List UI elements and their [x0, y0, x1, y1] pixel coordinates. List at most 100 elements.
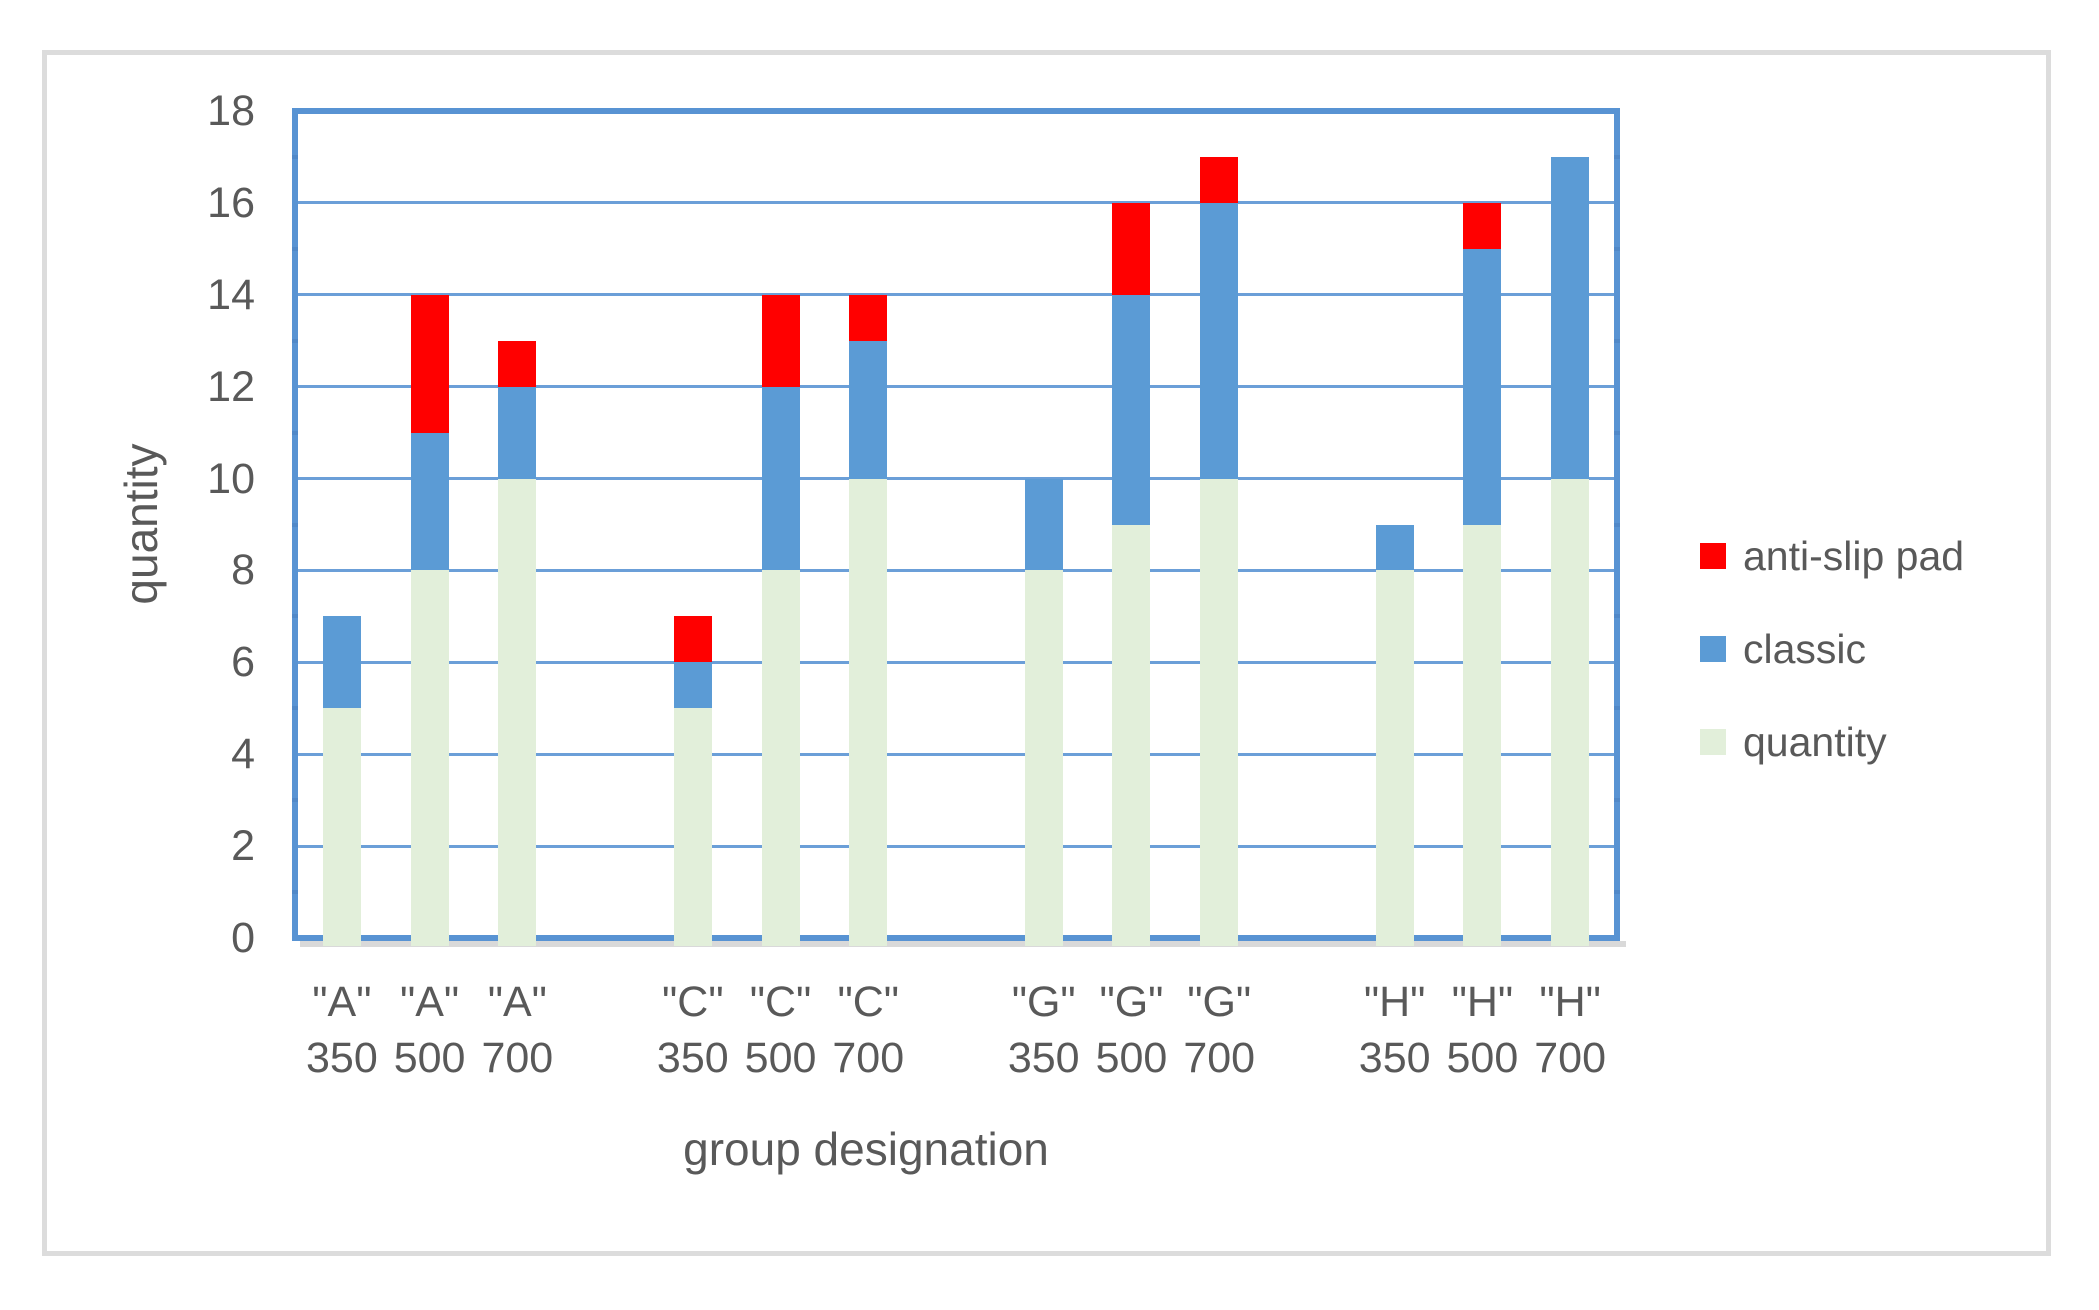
- bar-segment: [1112, 524, 1151, 946]
- x-category-label: "G" 700: [1154, 974, 1284, 1086]
- y-tick-label: 12: [207, 362, 255, 411]
- legend-color-swatch: [1700, 543, 1726, 569]
- bar-segment: [498, 386, 537, 479]
- bar-segment: [1200, 202, 1239, 479]
- bar-segment: [673, 708, 712, 946]
- bar-segment: [498, 478, 537, 946]
- y-tick-label: 6: [231, 638, 255, 687]
- x-category-size: 350: [1007, 1034, 1080, 1082]
- bar-segment: [673, 662, 712, 709]
- gridline: [298, 752, 1614, 756]
- bar-segment: [410, 570, 449, 946]
- legend-label: classic: [1743, 625, 1867, 672]
- x-category-label: "C" 500: [716, 974, 846, 1086]
- x-category-size: 700: [1534, 1034, 1606, 1082]
- x-category-size: 350: [1358, 1034, 1431, 1082]
- x-category-group: "G": [1099, 978, 1164, 1026]
- x-category-size: 350: [305, 1034, 378, 1082]
- gridline: [298, 201, 1614, 205]
- bar-segment: [322, 708, 361, 946]
- axis-tick-mark: [292, 890, 298, 895]
- bar-segment: [1463, 524, 1502, 946]
- axis-tick-mark: [292, 155, 298, 160]
- bar-segment: [1112, 294, 1151, 525]
- x-category-label: "G" 350: [979, 974, 1109, 1086]
- bar-segment: [410, 294, 449, 433]
- x-category-size: 500: [393, 1034, 466, 1082]
- y-tick-label: 16: [207, 178, 255, 227]
- x-category-label: "A" 350: [277, 974, 407, 1086]
- x-category-group: "A": [487, 978, 547, 1026]
- x-category-label: "A" 500: [365, 974, 495, 1086]
- legend: anti-slip pad classic quantity: [1700, 529, 1964, 808]
- y-tick-label: 2: [231, 822, 255, 871]
- x-category-label: "H" 700: [1505, 974, 1635, 1086]
- bar-segment: [849, 478, 888, 946]
- legend-item: quantity: [1700, 715, 1964, 769]
- bar-segment: [498, 340, 537, 387]
- axis-tick-mark: [292, 338, 298, 343]
- bar-segment: [761, 386, 800, 571]
- legend-color-swatch: [1700, 636, 1726, 662]
- gridline: [298, 844, 1614, 848]
- x-category-group: "A": [312, 978, 372, 1026]
- bar-segment: [322, 616, 361, 709]
- gridline: [298, 385, 1614, 389]
- legend-color-swatch: [1700, 729, 1726, 755]
- x-category-group: "G": [1187, 978, 1252, 1026]
- axis-tick-mark: [1614, 614, 1620, 619]
- axis-tick-mark: [292, 430, 298, 435]
- axis-tick-mark: [1614, 430, 1620, 435]
- x-category-size: 350: [656, 1034, 729, 1082]
- axis-tick-mark: [292, 798, 298, 803]
- bar-segment: [410, 432, 449, 571]
- axis-tick-mark: [1614, 522, 1620, 527]
- x-category-label: "H" 500: [1417, 974, 1547, 1086]
- y-tick-label: 4: [231, 730, 255, 779]
- x-category-size: 500: [1446, 1034, 1519, 1082]
- bar-segment: [849, 340, 888, 479]
- x-axis-title: group designation: [683, 1123, 1049, 1175]
- x-category-size: 700: [481, 1034, 554, 1082]
- x-category-label: "C" 700: [803, 974, 933, 1086]
- x-category-group: "C": [662, 978, 724, 1026]
- bar-segment: [1463, 248, 1502, 525]
- x-category-size: 700: [1183, 1034, 1256, 1082]
- x-category-group: "G": [1011, 978, 1076, 1026]
- y-tick-label: 8: [231, 546, 255, 595]
- bar-segment: [1024, 478, 1063, 571]
- x-category-group: "C": [837, 978, 900, 1026]
- x-category-label: "G" 500: [1066, 974, 1196, 1086]
- x-category-label: "C" 350: [628, 974, 758, 1086]
- gridline: [298, 660, 1614, 664]
- legend-label: quantity: [1743, 718, 1887, 765]
- bar-segment: [1200, 157, 1239, 203]
- x-category-size: 500: [744, 1034, 817, 1082]
- axis-tick-mark: [1614, 338, 1620, 343]
- bar-segment: [1551, 478, 1590, 946]
- plot-shadow: [300, 941, 1626, 947]
- bar-segment: [1112, 202, 1151, 295]
- axis-tick-mark: [292, 246, 298, 251]
- x-category-label: "H" 350: [1330, 974, 1460, 1086]
- bar-segment: [1551, 157, 1590, 479]
- bar-segment: [1375, 570, 1414, 946]
- axis-tick-mark: [1614, 890, 1620, 895]
- axis-tick-mark: [1614, 246, 1620, 251]
- x-category-group: "H": [1539, 978, 1601, 1026]
- axis-tick-mark: [1614, 706, 1620, 711]
- gridline: [298, 568, 1614, 572]
- legend-item: classic: [1700, 622, 1964, 676]
- gridline: [298, 293, 1614, 297]
- legend-label: anti-slip pad: [1743, 532, 1965, 579]
- x-category-group: "A": [399, 978, 460, 1026]
- y-tick-label: 18: [207, 87, 255, 136]
- bar-segment: [673, 616, 712, 663]
- axis-tick-mark: [292, 522, 298, 527]
- x-category-size: 700: [832, 1034, 905, 1082]
- x-category-group: "C": [749, 978, 812, 1026]
- y-tick-label: 14: [207, 270, 255, 319]
- y-tick-label: 10: [207, 454, 255, 503]
- bar-segment: [1024, 570, 1063, 946]
